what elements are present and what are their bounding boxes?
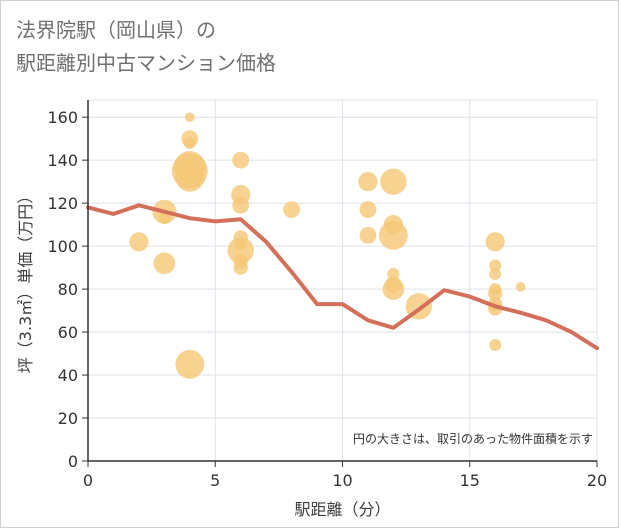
chart-title: 法界院駅（岡山県）の 駅距離別中古マンション価格 bbox=[16, 14, 276, 80]
scatter-point bbox=[485, 232, 505, 252]
grid-lines bbox=[88, 99, 598, 461]
x-axis-label: 駅距離（分） bbox=[294, 500, 390, 519]
scatter-point bbox=[358, 172, 378, 192]
scatter-point bbox=[232, 196, 250, 214]
scatter-point bbox=[158, 212, 171, 225]
scatter-point bbox=[175, 162, 205, 192]
scatter-point bbox=[183, 136, 196, 149]
y-tick-label: 40 bbox=[58, 366, 78, 385]
y-tick-label: 20 bbox=[58, 409, 78, 428]
average-line bbox=[86, 203, 599, 351]
y-tick-label: 0 bbox=[68, 452, 78, 471]
scatter-point bbox=[489, 268, 502, 281]
scatter-point bbox=[380, 168, 407, 195]
scatter-point bbox=[283, 201, 300, 218]
x-tick-label: 15 bbox=[460, 471, 480, 490]
scatter-point bbox=[488, 286, 503, 301]
bubble-series bbox=[129, 112, 526, 379]
scatter-point bbox=[175, 349, 205, 379]
x-tick-label: 0 bbox=[83, 471, 93, 490]
y-tick-label: 100 bbox=[47, 237, 78, 256]
scatter-point bbox=[379, 220, 408, 250]
y-tick-label: 140 bbox=[47, 151, 78, 170]
scatter-point bbox=[359, 201, 377, 218]
y-tick-label: 120 bbox=[47, 194, 78, 213]
y-axis-label: 坪（3.3㎡）単価（万円） bbox=[16, 188, 35, 373]
y-tick-label: 80 bbox=[58, 280, 78, 299]
scatter-point bbox=[515, 282, 526, 292]
scatter-point bbox=[129, 232, 149, 252]
scatter-point bbox=[232, 151, 250, 169]
bubble-size-note: 円の大きさは、取引のあった物件面積を示す bbox=[353, 431, 593, 446]
tick-labels: 0 5 10 15 20 0 20 40 60 80 100 120 140 160 bbox=[47, 108, 607, 490]
x-tick-label: 10 bbox=[332, 471, 352, 490]
y-tick-label: 160 bbox=[47, 108, 78, 127]
chart-title-line-2: 駅距離別中古マンション価格 bbox=[16, 51, 276, 75]
scatter-point bbox=[185, 112, 195, 122]
scatter-point bbox=[227, 237, 254, 264]
scatter-point bbox=[382, 278, 405, 300]
chart-title-line-1: 法界院駅（岡山県）の bbox=[16, 18, 216, 42]
scatter-point bbox=[359, 226, 377, 244]
scatter-point bbox=[489, 259, 502, 272]
scatter-point bbox=[233, 260, 248, 275]
scatter-point bbox=[489, 338, 502, 351]
x-tick-label: 20 bbox=[587, 471, 607, 490]
scatter-point bbox=[153, 252, 176, 275]
y-tick-label: 60 bbox=[58, 323, 78, 342]
average-line-series bbox=[86, 203, 599, 351]
x-tick-label: 5 bbox=[210, 471, 220, 490]
